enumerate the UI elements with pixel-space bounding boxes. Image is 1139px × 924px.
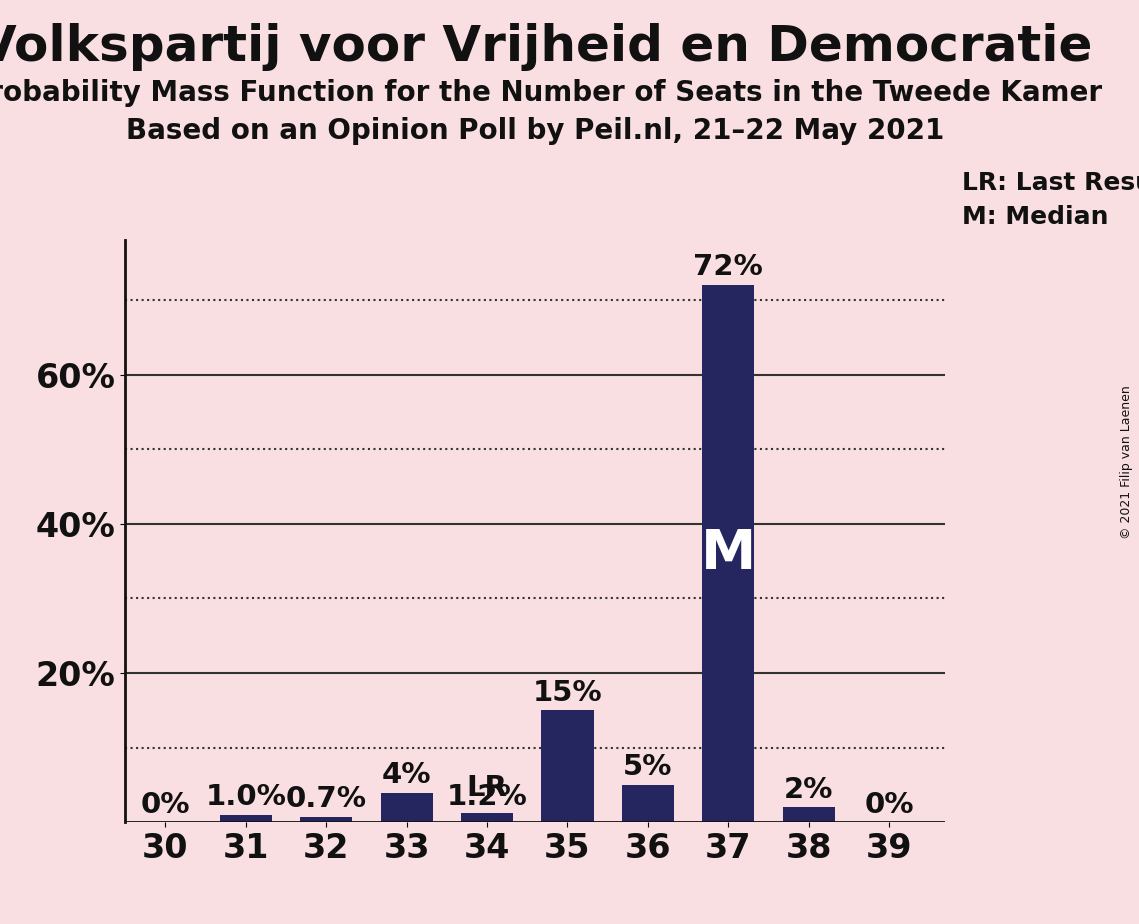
Bar — [541, 711, 593, 822]
Text: 15%: 15% — [533, 679, 603, 707]
Text: © 2021 Filip van Laenen: © 2021 Filip van Laenen — [1121, 385, 1133, 539]
Bar — [702, 285, 754, 822]
Text: 4%: 4% — [382, 760, 432, 789]
Text: 2%: 2% — [784, 776, 834, 804]
Bar — [461, 813, 514, 822]
Text: 0%: 0% — [141, 791, 190, 819]
Bar — [782, 808, 835, 822]
Bar — [301, 817, 352, 822]
Text: 0%: 0% — [865, 791, 913, 819]
Text: LR: Last Result: LR: Last Result — [962, 171, 1139, 195]
Text: Probability Mass Function for the Number of Seats in the Tweede Kamer: Probability Mass Function for the Number… — [0, 79, 1101, 106]
Text: M: Median: M: Median — [962, 205, 1109, 229]
Text: 5%: 5% — [623, 753, 672, 782]
Bar — [380, 793, 433, 822]
Text: LR: LR — [467, 774, 508, 802]
Text: 72%: 72% — [694, 253, 763, 281]
Bar — [220, 815, 272, 822]
Text: 1.2%: 1.2% — [446, 784, 527, 811]
Text: 1.0%: 1.0% — [205, 784, 286, 811]
Bar — [622, 785, 674, 822]
Text: M: M — [700, 527, 756, 580]
Text: Volkspartij voor Vrijheid en Democratie: Volkspartij voor Vrijheid en Democratie — [0, 23, 1092, 71]
Text: Based on an Opinion Poll by Peil.nl, 21–22 May 2021: Based on an Opinion Poll by Peil.nl, 21–… — [126, 117, 944, 145]
Text: 0.7%: 0.7% — [286, 785, 367, 813]
